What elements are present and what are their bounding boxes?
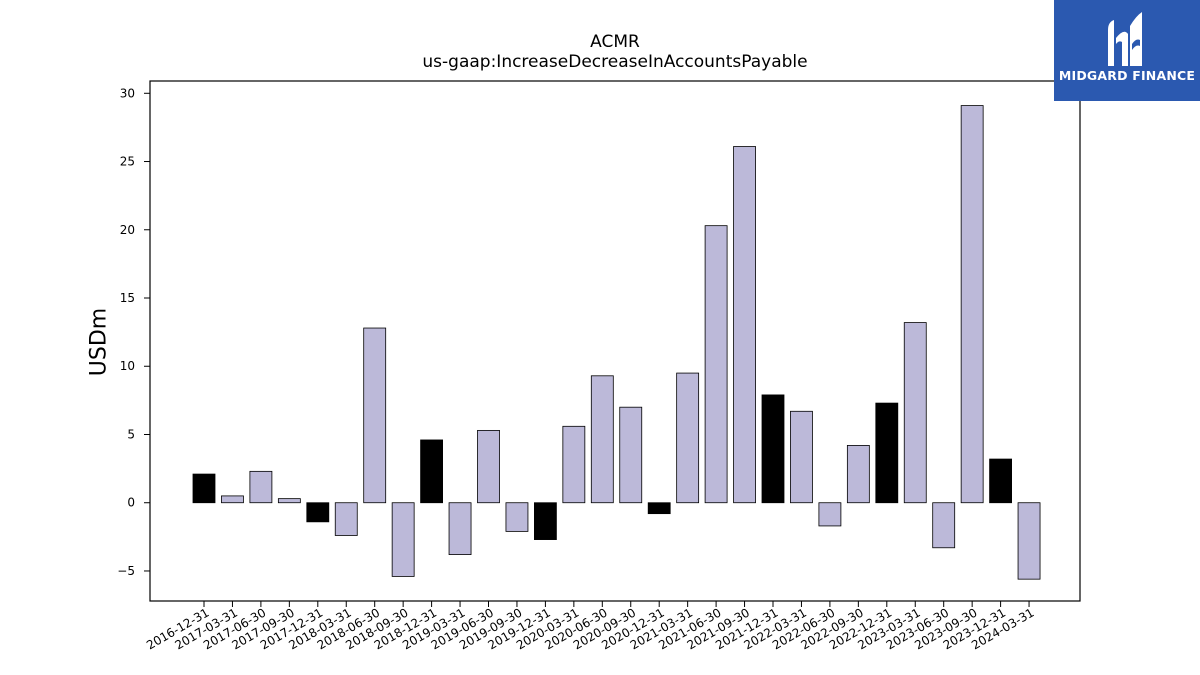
bar-2016-12-31 (192, 473, 216, 504)
bar-2021-06-30 (704, 225, 728, 504)
bar-2020-09-30 (619, 406, 643, 504)
bar-2018-03-31 (334, 502, 358, 536)
bar-2023-09-30 (960, 105, 984, 504)
bar-2021-09-30 (733, 146, 756, 504)
bar-2019-03-31 (448, 502, 472, 555)
y-tick-label: 25 (120, 155, 135, 169)
bar-2018-06-30 (363, 327, 387, 504)
plot-frame (149, 80, 1081, 602)
bar-2023-06-30 (932, 502, 956, 549)
bar-2017-03-31 (221, 495, 244, 504)
bar-2022-09-30 (846, 445, 870, 504)
bar-2019-09-30 (505, 502, 529, 532)
bar-2018-12-31 (420, 439, 444, 504)
logo-text: MIDGARD FINANCE (1058, 68, 1196, 83)
bar-2023-12-31 (989, 458, 1012, 504)
y-tick-label: 30 (120, 86, 135, 100)
y-tick-label: 20 (120, 223, 135, 237)
bar-2020-03-31 (562, 425, 586, 504)
bar-2018-09-30 (391, 502, 415, 577)
bar-2017-06-30 (249, 470, 273, 504)
chart-subtitle: us-gaap:IncreaseDecreaseInAccountsPayabl… (422, 52, 808, 72)
y-tick-label: 10 (120, 359, 135, 373)
bar-2021-12-31 (761, 394, 785, 504)
bar-2019-06-30 (477, 429, 500, 504)
bar-2022-12-31 (875, 402, 899, 504)
bar-2017-09-30 (277, 498, 301, 504)
bar-2019-12-31 (534, 502, 557, 540)
bar-2021-03-31 (676, 372, 700, 504)
brand-logo: MIDGARD FINANCE (1054, 0, 1200, 101)
bar-2024-03-31 (1017, 502, 1041, 580)
bar-2017-12-31 (306, 502, 330, 523)
bar-2023-03-31 (903, 322, 927, 504)
midgard-logo-icon (1108, 12, 1142, 66)
y-tick-label: 5 (127, 427, 135, 441)
y-tick-label: 15 (120, 291, 135, 305)
bar-2022-06-30 (818, 502, 842, 527)
bar-2020-12-31 (647, 502, 671, 515)
bar-2020-06-30 (590, 375, 614, 504)
y-tick-label: −5 (117, 564, 135, 578)
chart-title: ACMR (590, 32, 640, 52)
y-tick-label: 0 (127, 496, 135, 510)
bar-2022-03-31 (790, 410, 813, 504)
